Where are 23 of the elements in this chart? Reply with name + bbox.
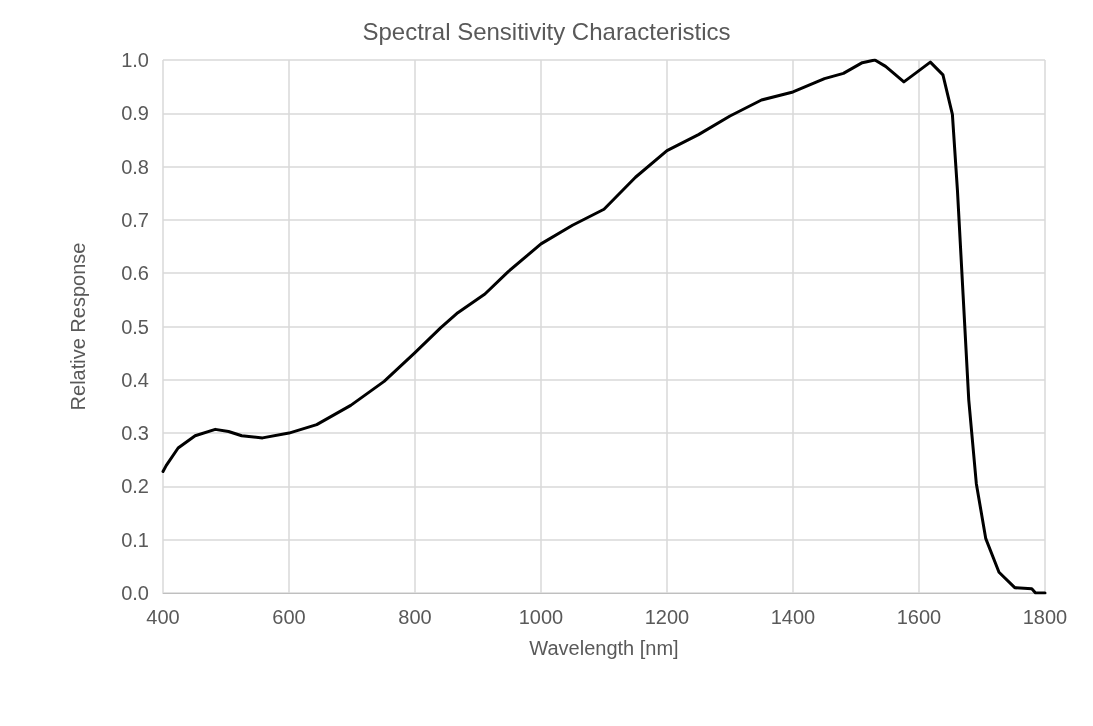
x-tick-label: 1600	[896, 606, 942, 628]
x-tick-label: 1200	[644, 606, 690, 628]
x-tick-label: 1000	[518, 606, 564, 628]
x-tick-label: 800	[398, 606, 432, 628]
chart-title: Spectral Sensitivity Characteristics	[362, 17, 731, 45]
y-tick-label: 0.7	[121, 208, 149, 231]
y-tick-label: 0.5	[121, 315, 149, 338]
y-tick-label: 0.1	[121, 528, 149, 551]
x-tick-label: 1800	[1022, 606, 1068, 628]
y-tick-label: 0.6	[121, 262, 149, 285]
y-tick-label: 0.0	[121, 582, 149, 604]
x-tick-label: 600	[272, 606, 306, 628]
y-tick-label: 0.8	[121, 155, 149, 178]
line-series	[161, 58, 1047, 595]
y-tick-label: 0.9	[121, 102, 149, 125]
y-tick-label: 0.2	[121, 475, 149, 498]
y-tick-label: 0.3	[121, 422, 149, 445]
y-tick-label: 0.4	[121, 368, 149, 391]
y-tick-label: 1.0	[121, 49, 149, 71]
x-tick-label: 400	[146, 606, 180, 628]
y-axis-title: Relative Response	[67, 242, 89, 411]
x-axis-title: Wavelength [nm]	[529, 637, 679, 659]
x-tick-label: 1400	[770, 606, 816, 628]
